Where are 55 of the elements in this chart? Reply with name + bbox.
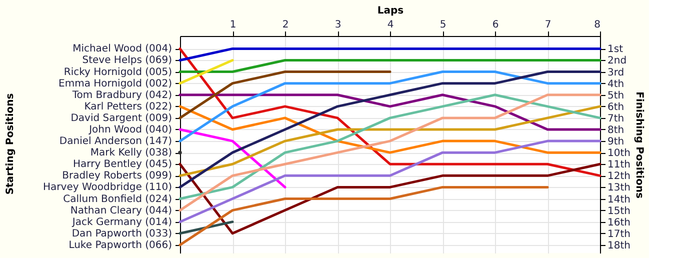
series-label: Harry Bentley (045) [73, 159, 172, 170]
y2-tick-label: 4th [608, 78, 624, 90]
y2-axis-title: Finishing Positions [633, 92, 644, 198]
series-label: Tom Bradbury (042) [71, 90, 172, 101]
text: Starting Positions [5, 93, 16, 195]
series-label: John Wood (040) [88, 124, 172, 136]
y2-tick-label: 10th [608, 148, 630, 160]
line-series [178, 47, 602, 177]
x-tick-label: 4 [387, 20, 394, 30]
series-label: Karl Petters (022) [84, 101, 172, 112]
y2-tick-label: 16th [608, 217, 630, 228]
y2-tick-label: 17th [608, 228, 630, 240]
y2-tick-label: 8th [608, 124, 624, 136]
series-label: Jack Germany (014) [71, 216, 172, 228]
series-label: Michael Wood (004) [72, 44, 172, 55]
series-label: Harvey Woodbridge (110) [43, 182, 172, 194]
x-tick-label: 1 [230, 20, 236, 30]
y2-tick-label: 1st [608, 44, 624, 56]
line-series [178, 105, 602, 154]
y2-tick-label: 5th [608, 90, 624, 102]
x-axis-title: Laps [377, 6, 404, 16]
series-label: Callum Bonfield (024) [63, 194, 172, 205]
y2-tick-label: 14th [608, 194, 630, 206]
line-series [178, 70, 602, 188]
x-tick-label: 3 [334, 20, 342, 30]
series-label: Mark Kelly (038) [90, 148, 172, 159]
line-series [178, 186, 549, 246]
series-label: Emma Hornigold (002) [58, 78, 172, 90]
series-label: Nathan Cleary (044) [70, 205, 172, 216]
x-tick-label: 2 [282, 20, 289, 30]
y2-tick-label: 3rd [608, 67, 624, 78]
series-label: Luke Papworth (066) [68, 240, 172, 251]
y2-tick-label: 18th [608, 240, 630, 252]
y2-tick-label: 6th [608, 102, 624, 113]
line-series [178, 140, 602, 224]
series-label: Ricky Hornigold (005) [64, 66, 172, 78]
y2-tick-label: 11th [608, 160, 630, 171]
y2-tick-label: 2nd [608, 56, 627, 67]
x-tick-label: 8 [594, 20, 600, 30]
series-label: Daniel Anderson (147) [59, 136, 172, 148]
series-label: Bradley Roberts (099) [62, 170, 172, 182]
y2-tick-label: 7th [608, 113, 624, 124]
y2-tick-label: 9th [608, 136, 624, 148]
line-series [178, 70, 602, 142]
series-label: Dan Papworth (033) [72, 228, 172, 240]
y2-tick-label: 12th [608, 171, 630, 182]
series-label: David Sargent (009) [70, 112, 172, 124]
x-tick-label: 5 [440, 20, 446, 30]
y2-tick-label: 15th [608, 206, 630, 217]
x-tick-label: 7 [544, 20, 552, 30]
line-series [178, 162, 602, 235]
x-tick-label: 6 [492, 20, 499, 30]
series-label: Steve Helps (069) [82, 55, 172, 66]
y2-tick-label: 13th [608, 182, 630, 194]
line-series [178, 105, 602, 177]
